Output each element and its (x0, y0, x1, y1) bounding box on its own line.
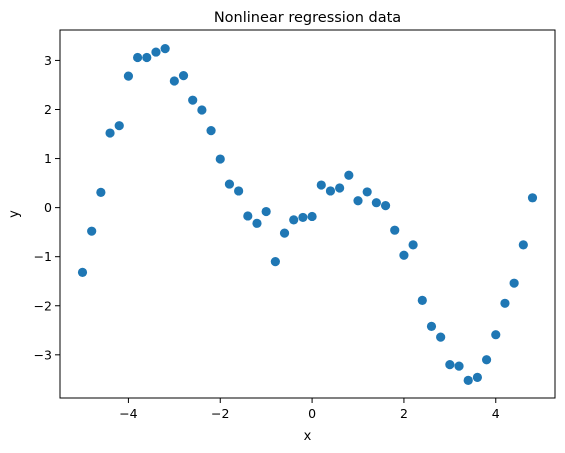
x-tick-label: −2 (211, 406, 229, 421)
data-point (188, 95, 198, 105)
data-point (279, 228, 290, 238)
data-point (87, 226, 97, 236)
y-tick-label: −3 (34, 347, 52, 362)
data-point (527, 193, 538, 203)
data-point (77, 267, 88, 277)
x-tick-label: −4 (119, 406, 137, 421)
y-tick-label: −2 (34, 298, 52, 313)
y-axis: −3 −2 −1 0 1 2 3 (34, 53, 60, 362)
data-point (371, 198, 381, 208)
data-point (224, 179, 235, 189)
plot-frame (59, 29, 556, 399)
data-point (105, 128, 115, 138)
y-tick-label: 0 (44, 200, 52, 215)
data-point (142, 52, 152, 63)
data-point (436, 332, 446, 342)
data-point (178, 71, 189, 81)
data-point (417, 295, 427, 305)
data-point (252, 218, 262, 228)
y-tick-label: 1 (44, 151, 52, 166)
data-point (197, 105, 207, 115)
data-point (151, 47, 161, 57)
data-point (500, 298, 510, 308)
data-point (344, 170, 354, 180)
x-axis: −4 −2 0 2 4 (119, 398, 500, 421)
data-point (289, 215, 299, 225)
chart-title: Nonlinear regression data (214, 10, 401, 26)
x-tick-label: 2 (400, 406, 408, 421)
data-point (96, 187, 106, 198)
data-point (426, 321, 437, 331)
data-point (472, 372, 482, 382)
data-point (160, 44, 170, 54)
data-point (390, 225, 400, 235)
data-point (298, 212, 308, 223)
data-points (77, 44, 538, 385)
data-point (380, 201, 391, 211)
data-point (114, 121, 124, 131)
data-point (234, 186, 244, 196)
data-point (206, 125, 216, 136)
data-point (270, 256, 280, 267)
data-point (362, 187, 372, 197)
x-axis-label: x (304, 429, 312, 444)
y-tick-label: 3 (44, 53, 52, 68)
data-point (509, 278, 519, 288)
data-point (133, 52, 143, 63)
data-point (463, 375, 473, 385)
y-tick-label: 2 (44, 102, 52, 117)
x-tick-label: 0 (308, 406, 316, 421)
data-point (454, 361, 464, 371)
data-point (518, 240, 528, 250)
data-point (445, 360, 455, 370)
data-point (307, 211, 317, 222)
data-point (316, 180, 326, 190)
data-point (261, 206, 271, 217)
data-point (215, 154, 225, 164)
y-axis-label: y (7, 210, 22, 218)
data-point (353, 196, 363, 206)
data-point (481, 355, 492, 365)
data-point (243, 211, 253, 221)
data-point (335, 183, 345, 193)
x-tick-label: 4 (492, 406, 500, 421)
data-point (399, 250, 409, 260)
data-point (491, 330, 501, 340)
data-point (123, 71, 134, 81)
y-tick-label: −1 (34, 249, 52, 264)
data-point (169, 76, 179, 86)
data-point (408, 240, 418, 250)
data-point (325, 186, 336, 196)
